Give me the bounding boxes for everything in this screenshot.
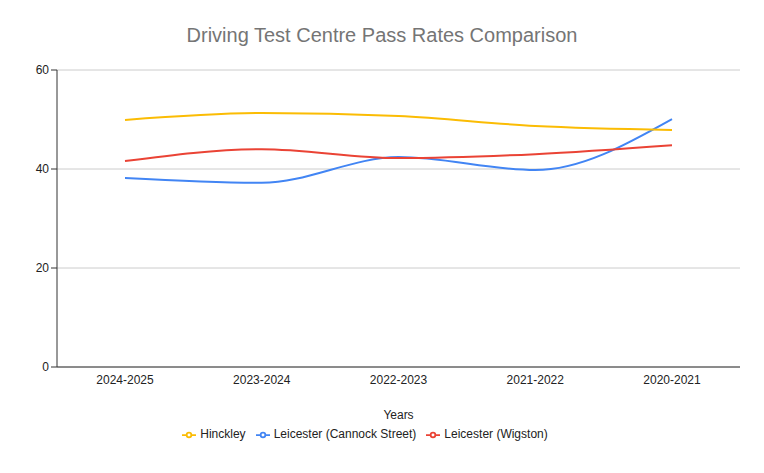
svg-text:40: 40 bbox=[36, 162, 50, 176]
svg-text:0: 0 bbox=[42, 360, 49, 374]
svg-text:2024-2025: 2024-2025 bbox=[96, 373, 154, 387]
svg-text:Years: Years bbox=[383, 408, 413, 422]
html-text:Driving Test Centre Pass Rates: Driving Test Centre Pass Rates Compariso… bbox=[186, 24, 578, 46]
svg-text:2020-2021: 2020-2021 bbox=[643, 373, 701, 387]
svg-text:60: 60 bbox=[36, 63, 50, 77]
svg-text:2023-2024: 2023-2024 bbox=[233, 373, 291, 387]
svg-text:20: 20 bbox=[36, 261, 50, 275]
svg-text:2021-2022: 2021-2022 bbox=[507, 373, 565, 387]
svg-text:2022-2023: 2022-2023 bbox=[370, 373, 428, 387]
html-text:Leicester (Cannock Street): Leicester (Cannock Street) bbox=[273, 427, 417, 441]
html-text:Leicester (Wigston): Leicester (Wigston) bbox=[444, 427, 548, 441]
html-text:Hinckley: Hinckley bbox=[200, 427, 246, 441]
